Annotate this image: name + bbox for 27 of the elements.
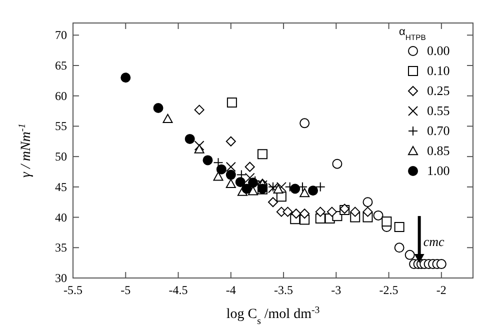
- x-axis-title: log C$_{s}$ /mol dm$^{-3}$: [226, 304, 320, 326]
- x-tick-label: -2: [436, 283, 446, 297]
- y-tick-label: 65: [55, 58, 67, 72]
- y-tick-label: 55: [55, 119, 67, 134]
- y-tick-label: 40: [55, 210, 67, 224]
- y-tick-label: 45: [55, 180, 67, 194]
- legend-label: 1.00: [427, 163, 450, 178]
- x-tick-label: -5: [120, 283, 131, 297]
- y-tick-label: 60: [55, 88, 67, 103]
- legend-label: 0.25: [427, 83, 450, 98]
- legend-label: 0.00: [427, 43, 450, 58]
- legend-title: α$_{HTPB}$: [399, 26, 426, 42]
- x-tick-label: -5.5: [64, 283, 82, 297]
- y-tick-label: 30: [55, 271, 67, 285]
- x-tick-label: -3.5: [274, 283, 294, 297]
- legend-label: 0.55: [427, 103, 450, 118]
- annotation: cmc: [423, 234, 444, 250]
- y-tick-label: 35: [55, 240, 67, 255]
- x-tick-label: -2.5: [379, 283, 398, 297]
- legend-label: 0.70: [427, 123, 450, 138]
- y-tick-label: 70: [55, 28, 67, 42]
- y-tick-label: 50: [55, 150, 67, 164]
- legend-label: 0.10: [427, 63, 450, 78]
- x-tick-label: -3: [331, 283, 342, 297]
- x-tick-label: -4: [226, 283, 236, 297]
- x-tick-label: -4.5: [168, 283, 188, 297]
- legend-label: 0.85: [427, 143, 450, 158]
